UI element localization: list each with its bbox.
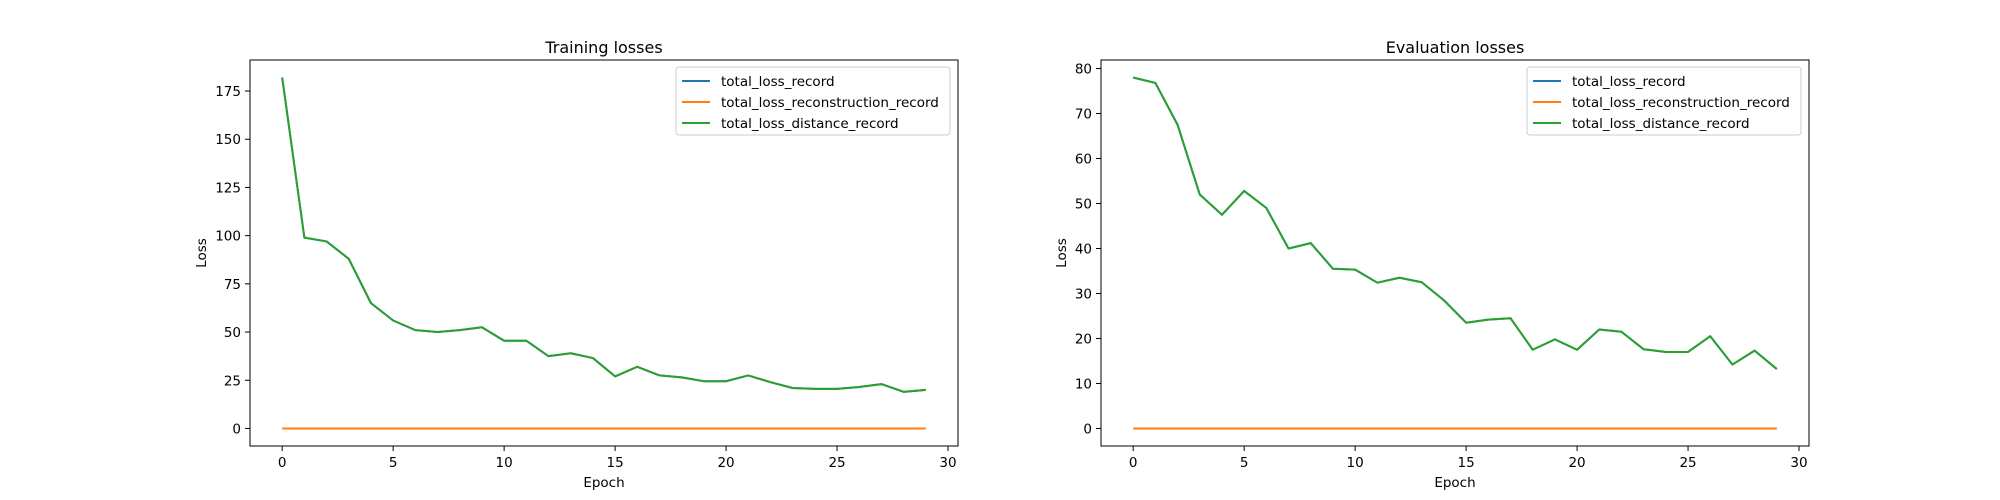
series-line-total-loss-distance-record <box>281 77 926 393</box>
x-tick-label: 0 <box>1129 455 1138 471</box>
y-tick-label: 175 <box>215 84 241 100</box>
x-tick-label: 10 <box>496 455 513 471</box>
x-axis-ticks: 0 5 10 15 20 25 30 <box>278 446 957 471</box>
chart-title: Training losses <box>544 38 662 57</box>
x-axis-label: Epoch <box>583 475 624 491</box>
legend-frame <box>675 66 951 136</box>
y-axis-ticks: 0 10 20 30 40 50 60 70 80 <box>1075 62 1101 437</box>
x-tick-label: 10 <box>1347 455 1364 471</box>
legend-label: total_loss_record <box>721 74 835 90</box>
legend: total_loss_record total_loss_reconstructi… <box>1526 66 1802 136</box>
plot-area <box>249 59 959 447</box>
y-axis-ticks: 0 25 50 75 100 125 150 175 <box>215 84 250 437</box>
y-tick-label: 20 <box>1075 331 1092 347</box>
chart-title: Evaluation losses <box>1386 38 1525 57</box>
x-tick-label: 20 <box>717 455 734 471</box>
y-tick-label: 0 <box>1083 421 1092 437</box>
y-tick-label: 50 <box>1075 197 1092 213</box>
y-tick-label: 150 <box>215 132 241 148</box>
series-line-total-loss-distance-record <box>1132 76 1778 370</box>
x-tick-label: 5 <box>1240 455 1249 471</box>
plot-area <box>1100 59 1810 447</box>
legend-label: total_loss_reconstruction_record <box>721 95 939 111</box>
x-tick-label: 15 <box>1458 455 1475 471</box>
y-tick-label: 70 <box>1075 107 1092 123</box>
training-losses-chart: Training losses 0 5 10 15 20 25 30 0 25 50 75 100 1… <box>194 38 959 491</box>
legend-label: total_loss_record <box>1572 74 1686 90</box>
x-tick-label: 25 <box>828 455 845 471</box>
y-tick-label: 30 <box>1075 286 1092 302</box>
y-tick-label: 125 <box>215 180 241 196</box>
x-tick-label: 5 <box>389 455 398 471</box>
x-tick-label: 25 <box>1679 455 1696 471</box>
y-tick-label: 80 <box>1075 62 1092 78</box>
x-axis-label: Epoch <box>1434 475 1475 491</box>
y-tick-label: 50 <box>224 325 241 341</box>
y-tick-label: 75 <box>224 277 241 293</box>
x-axis-ticks: 0 5 10 15 20 25 30 <box>1129 446 1808 471</box>
x-tick-label: 0 <box>278 455 287 471</box>
series-lines <box>1132 76 1778 430</box>
series-lines <box>281 77 926 430</box>
x-tick-label: 30 <box>939 455 956 471</box>
y-tick-label: 10 <box>1075 376 1092 392</box>
y-tick-label: 40 <box>1075 242 1092 258</box>
y-axis-label: Loss <box>194 238 210 268</box>
x-tick-label: 20 <box>1568 455 1585 471</box>
y-tick-label: 60 <box>1075 152 1092 168</box>
y-tick-label: 25 <box>224 373 241 389</box>
y-axis-label: Loss <box>1054 238 1070 268</box>
x-tick-label: 15 <box>607 455 624 471</box>
y-tick-label: 100 <box>215 229 241 245</box>
evaluation-losses-chart: Evaluation losses 0 5 10 15 20 25 30 0 10 20 30 40… <box>1054 38 1810 491</box>
x-tick-label: 30 <box>1790 455 1807 471</box>
y-tick-label: 0 <box>232 421 241 437</box>
legend-label: total_loss_distance_record <box>721 116 899 132</box>
legend-frame <box>1526 66 1802 136</box>
legend-label: total_loss_distance_record <box>1572 116 1750 132</box>
legend-label: total_loss_reconstruction_record <box>1572 95 1790 111</box>
legend: total_loss_record total_loss_reconstructi… <box>675 66 951 136</box>
